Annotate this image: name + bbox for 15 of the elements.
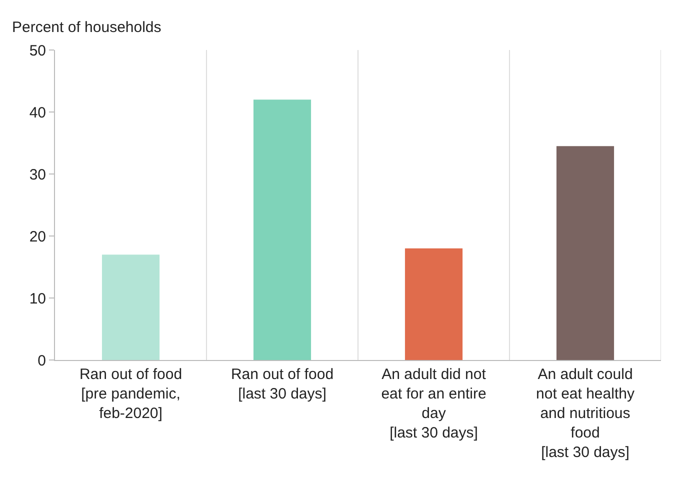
y-tick-label: 50 <box>29 42 46 60</box>
y-tick-label: 30 <box>29 166 46 184</box>
y-tick-label: 20 <box>29 228 46 246</box>
bar <box>404 248 463 360</box>
y-tick-label: 40 <box>29 104 46 122</box>
bar <box>102 254 160 360</box>
y-axis-title: Percent of households <box>12 19 162 36</box>
y-tick-label: 0 <box>38 352 46 370</box>
x-tick-label: Ran out of food [pre pandemic, feb-2020] <box>79 366 182 422</box>
x-tick-label: An adult could not eat healthy and nutritious food [last 30 days] <box>536 366 635 461</box>
x-tick-label: An adult did not eat for an entire day [last 30 days] <box>381 366 487 442</box>
y-tick-label: 10 <box>29 290 46 308</box>
bar <box>253 100 312 360</box>
x-tick-label: Ran out of food [last 30 days] <box>230 366 334 402</box>
bar <box>556 146 614 360</box>
